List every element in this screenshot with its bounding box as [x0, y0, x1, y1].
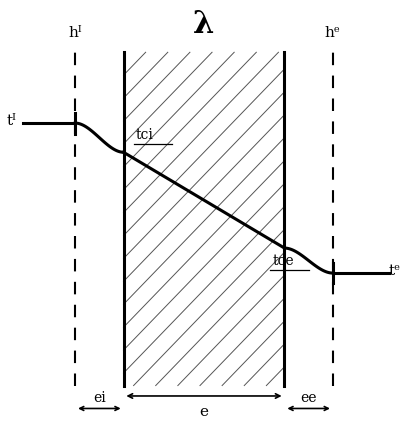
Text: λ: λ — [193, 9, 215, 40]
Text: ei: ei — [93, 391, 106, 405]
Text: tᴵ: tᴵ — [7, 114, 17, 128]
Text: ee: ee — [300, 391, 317, 405]
Text: tᵉ: tᵉ — [389, 264, 401, 278]
Text: hᴵ: hᴵ — [69, 26, 82, 40]
Text: hᵉ: hᵉ — [325, 26, 341, 40]
Text: tci: tci — [135, 128, 153, 142]
Text: e: e — [200, 405, 208, 419]
Text: tce: tce — [273, 254, 294, 268]
